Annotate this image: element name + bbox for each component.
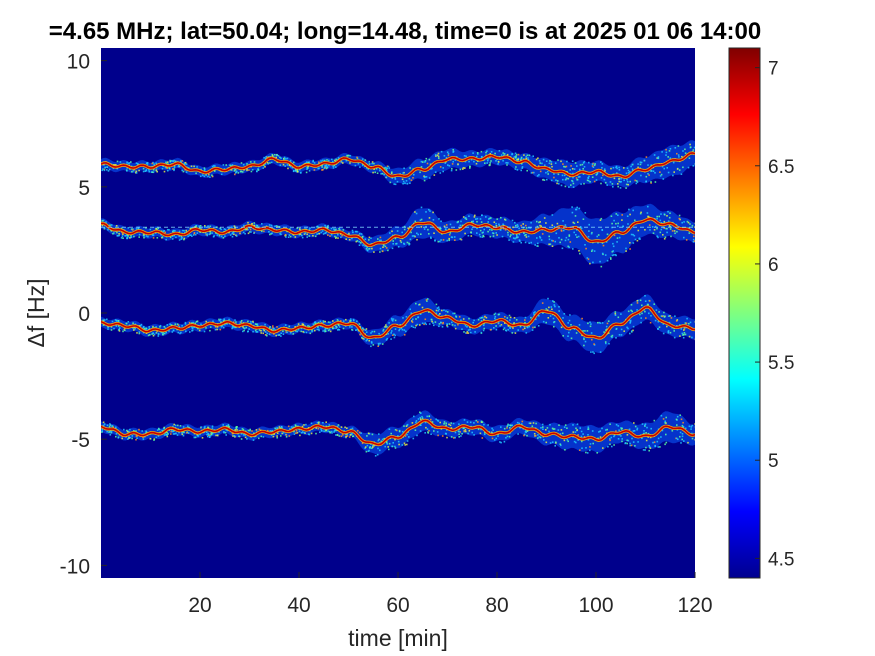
x-axis: 20 40 60 80 100 120 (188, 572, 713, 617)
colorbar-tick-label: 5.5 (768, 353, 794, 374)
x-tick-label: 20 (188, 594, 211, 617)
signal-trace-3 (101, 294, 695, 355)
y-axis-label: Δf [Hz] (23, 278, 49, 347)
signal-trace-4 (101, 410, 695, 457)
signal-traces (101, 140, 695, 457)
colorbar (728, 47, 761, 579)
trace-peak-line (101, 152, 695, 179)
trace-spread-band (101, 410, 695, 455)
y-tick-label: -5 (71, 429, 90, 452)
y-tick-label: -10 (60, 555, 90, 578)
colorbar-tick-label: 6 (768, 255, 779, 276)
colorbar-tick-label: 7 (768, 59, 779, 80)
signal-trace-1 (101, 140, 695, 189)
x-tick-label: 80 (485, 594, 508, 617)
trace-peak-line (101, 419, 695, 446)
colorbar-tick-label: 6.5 (768, 157, 794, 178)
colorbar-tick-label: 4.5 (768, 549, 794, 570)
trace-peak-line (101, 217, 695, 247)
colorbar-axis: 4.5 5 5.5 6 6.5 7 (755, 59, 794, 570)
colorbar-tick-label: 5 (768, 451, 779, 472)
y-axis: -10 -5 0 5 10 (60, 51, 107, 578)
trace-peak-line (101, 306, 695, 339)
x-tick-label: 40 (287, 594, 310, 617)
x-axis-label: time [min] (348, 625, 448, 651)
x-tick-label: 120 (677, 594, 712, 617)
chart-title: =4.65 MHz; lat=50.04; long=14.48, time=0… (49, 18, 761, 45)
signal-trace-2 (101, 203, 695, 268)
y-tick-label: 5 (78, 177, 90, 200)
x-tick-label: 100 (578, 594, 613, 617)
x-tick-label: 60 (386, 594, 409, 617)
y-tick-label: 0 (78, 303, 90, 326)
plot-area (101, 48, 695, 578)
trace-spread-band (101, 203, 695, 264)
trace-spread-band (101, 140, 695, 189)
y-tick-label: 10 (67, 51, 90, 74)
